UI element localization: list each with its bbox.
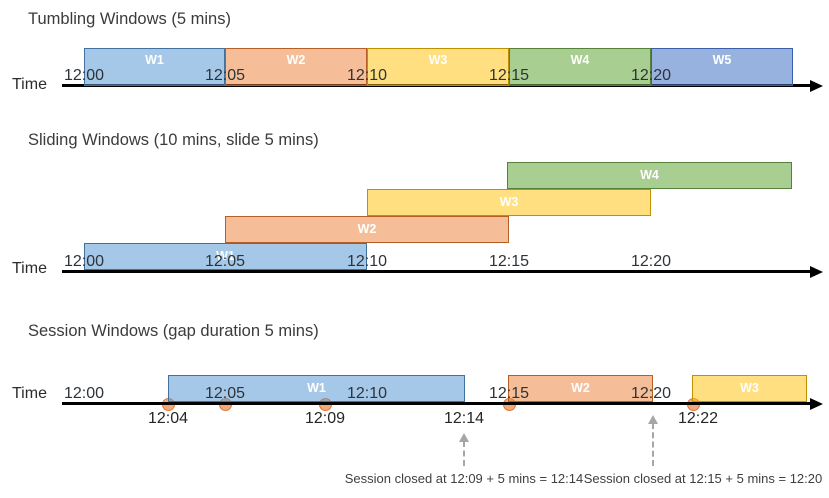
window-label-tumbling-w5: W5	[712, 53, 732, 67]
callout-arrow-up-icon	[459, 433, 469, 442]
callout-arrow-line	[652, 423, 654, 466]
window-label-session-w1: W1	[307, 381, 326, 395]
window-label-tumbling-w1: W1	[145, 53, 164, 67]
section-title-tumbling: Tumbling Windows (5 mins)	[28, 10, 231, 28]
window-box-tumbling-w5	[651, 48, 793, 86]
axis-tick-label: 12:10	[346, 67, 388, 84]
time-axis-arrowhead-icon-session	[810, 398, 823, 410]
callout-arrow-line	[463, 441, 465, 466]
time-axis-line-sliding	[62, 270, 810, 273]
window-label-sliding-w4: W4	[640, 168, 659, 182]
session-closed-annotation: Session closed at 12:15 + 5 mins = 12:20	[583, 471, 823, 486]
window-label-session-w2: W2	[571, 381, 590, 395]
time-axis-caption-sliding: Time	[12, 260, 47, 277]
window-box-tumbling-w2	[225, 48, 367, 86]
window-box-sliding-w3	[367, 189, 651, 216]
axis-tick-label: 12:15	[488, 67, 530, 84]
window-box-session-w3	[692, 375, 807, 402]
callout-arrow-up-icon	[648, 415, 658, 424]
window-box-sliding-w1	[84, 243, 367, 270]
window-label-sliding-w1: W1	[216, 249, 235, 263]
section-title-sliding: Sliding Windows (10 mins, slide 5 mins)	[28, 131, 319, 149]
axis-tick-label: 12:15	[488, 253, 530, 270]
session-closed-annotation: Session closed at 12:09 + 5 mins = 12:14	[344, 471, 584, 486]
time-axis-caption-session: Time	[12, 385, 47, 402]
window-box-session-w1	[168, 375, 465, 402]
window-box-session-w2	[508, 375, 653, 402]
time-axis-arrowhead-icon-tumbling	[810, 80, 823, 92]
window-label-tumbling-w3: W3	[428, 53, 448, 67]
time-axis-caption-tumbling: Time	[12, 76, 47, 93]
axis-tick-label: 12:00	[63, 253, 105, 270]
axis-tick-label: 12:20	[630, 385, 672, 402]
axis-tick-label: 12:05	[204, 385, 246, 402]
axis-tick-label: 12:05	[204, 253, 246, 270]
window-label-sliding-w3: W3	[499, 195, 519, 209]
event-time-label: 12:22	[677, 410, 719, 427]
axis-tick-label: 12:10	[346, 385, 388, 402]
event-time-label: 12:14	[443, 410, 485, 427]
axis-tick-label: 12:20	[630, 67, 672, 84]
time-axis-line-session	[62, 402, 810, 405]
window-label-tumbling-w2: W2	[286, 53, 306, 67]
window-box-sliding-w2	[225, 216, 509, 243]
axis-tick-label: 12:15	[488, 385, 530, 402]
axis-tick-label: 12:00	[63, 385, 105, 402]
window-label-sliding-w2: W2	[357, 222, 377, 236]
window-label-tumbling-w4: W4	[570, 53, 590, 67]
axis-tick-label: 12:05	[204, 67, 246, 84]
event-time-label: 12:09	[304, 410, 346, 427]
section-title-session: Session Windows (gap duration 5 mins)	[28, 322, 319, 340]
window-box-tumbling-w3	[367, 48, 509, 86]
window-box-sliding-w4	[507, 162, 792, 189]
time-axis-arrowhead-icon-sliding	[810, 266, 823, 278]
axis-tick-label: 12:10	[346, 253, 388, 270]
axis-tick-label: 12:00	[63, 67, 105, 84]
window-box-tumbling-w1	[84, 48, 225, 86]
window-box-tumbling-w4	[509, 48, 651, 86]
axis-tick-label: 12:20	[630, 253, 672, 270]
window-label-session-w3: W3	[740, 381, 759, 395]
event-time-label: 12:04	[147, 410, 189, 427]
